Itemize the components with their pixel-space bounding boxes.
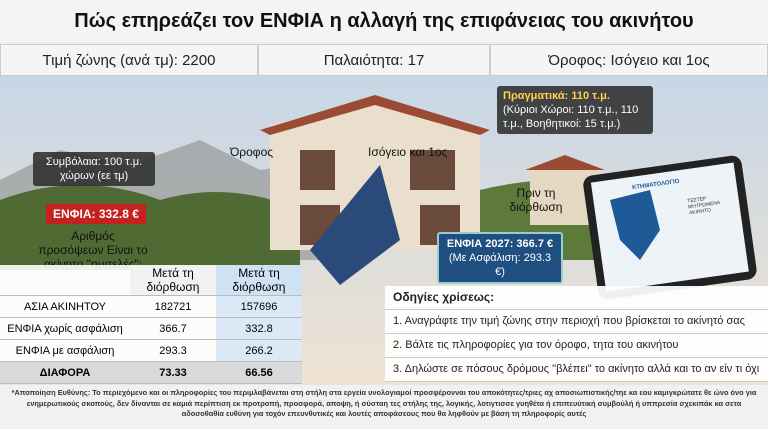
info-floor: Όροφος: Ισόγειο και 1ος (490, 44, 768, 76)
table-cell: 266.2 (216, 339, 302, 362)
table-cell: ΑΣΙΑ ΑΚΙΝΗΤΟΥ (0, 295, 130, 318)
table-cell: ΕΝΦΙΑ χωρίς ασφάλιση (0, 317, 130, 340)
table-cell: 293.3 (130, 339, 216, 362)
instructions-title: Οδηγίες χρίσεως: (385, 286, 768, 310)
table-cell: 182721 (130, 295, 216, 318)
table-header: Μετά τη διόρθωση Μετά τη διόρθωση (0, 265, 302, 296)
table-row: ΕΝΦΙΑ με ασφάλιση 293.3 266.2 (0, 339, 302, 362)
disclaimer: *Αποποίηση Ευθύνης: Το περιεχόμενο και ο… (0, 385, 768, 429)
title: Πώς επηρεάζει τον ΕΝΦΙΑ η αλλαγή της επι… (0, 0, 768, 42)
table-row: ΔΙΑΦΟΡΑ 73.33 66.56 (0, 361, 302, 384)
enfia-new-value: ΕΝΦΙΑ 2027: 366.7 € (446, 238, 554, 250)
table-cell: 366.7 (130, 317, 216, 340)
table-cell: 157696 (216, 295, 302, 318)
instructions: Οδηγίες χρίσεως: 1. Αναγράφτε την τιμή ζ… (385, 286, 768, 382)
table-cell: ΕΝΦΙΑ με ασφάλιση (0, 339, 130, 362)
table-panel: Μετά τη διόρθωση Μετά τη διόρθωση ΑΣΙΑ ΑΚΙ… (0, 265, 302, 384)
table: Μετά τη διόρθωση Μετά τη διόρθωση ΑΣΙΑ ΑΚΙ… (0, 265, 302, 384)
table-cell: 66.56 (216, 361, 302, 384)
header-cell: Μετά τη διόρθωση (130, 265, 216, 296)
actual-callout: Πραγματικά: 110 τ.μ. (Κύριοι Χώροι: 110 τ… (497, 86, 653, 134)
table-cell: 332.8 (216, 317, 302, 340)
header-cell (0, 265, 130, 296)
table-row: ΑΣΙΑ ΑΚΙΝΗΤΟΥ 182721 157696 (0, 295, 302, 318)
enfia-new: ΕΝΦΙΑ 2027: 366.7 € (Με Ασφάλιση: 293.3 €… (437, 232, 563, 284)
floor-label: Όροφος (230, 145, 274, 159)
instruction-item: 2. Βάλτε τις πληροφορίες για τον όροφο, … (385, 334, 768, 358)
contracts-callout: Συμβόλαια: 100 τ.μ. χώρων (εε τμ) (33, 152, 155, 186)
table-cell: 73.33 (130, 361, 216, 384)
instruction-item: 1. Αναγράφτε την τιμή ζώνης στην περιοχή… (385, 310, 768, 334)
enfia-old: ΕΝΦΙΑ: 332.8 € (46, 204, 146, 224)
before-label: Πριν τη διόρθωση (509, 186, 563, 214)
header-cell: Μετά τη διόρθωση (216, 265, 302, 296)
info-age: Παλαιότητα: 17 (258, 44, 490, 76)
actual-detail: (Κύριοι Χώροι: 110 τ.μ., 110 τ.μ., Βοηθη… (503, 104, 639, 130)
floor-value: Ισόγειο και 1ος (368, 145, 448, 159)
info-zone: Τιμή ζώνης (ανά τμ): 2200 (0, 44, 258, 76)
actual-title: Πραγματικά: 110 τ.μ. (503, 90, 610, 102)
enfia-new-ins: (Με Ασφάλιση: 293.3 €) (448, 252, 552, 278)
instruction-item: 3. Δηλώστε σε πόσους δρόμους "βλέπει" το… (385, 358, 768, 382)
table-row: ΕΝΦΙΑ χωρίς ασφάλιση 366.7 332.8 (0, 317, 302, 340)
table-cell: ΔΙΑΦΟΡΑ (0, 361, 130, 384)
